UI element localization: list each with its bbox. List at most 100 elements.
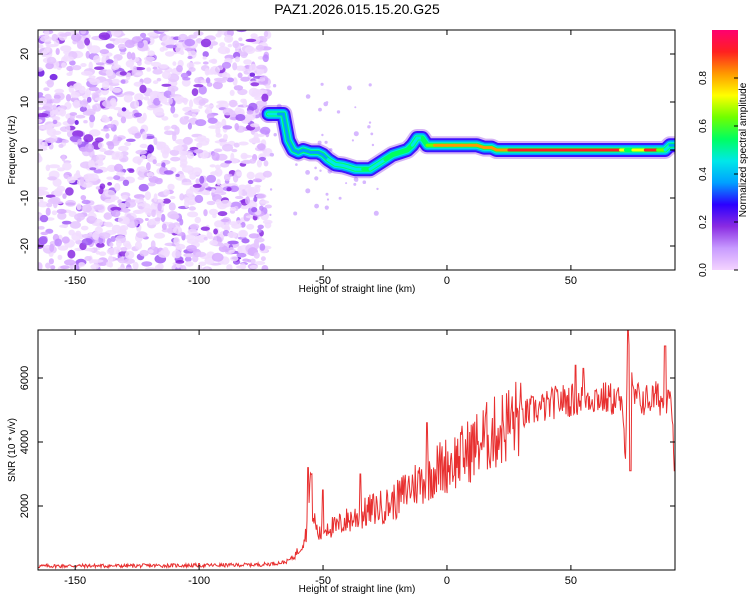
noise-blob <box>152 69 163 75</box>
noise-blob <box>187 55 193 60</box>
noise-blob <box>161 70 172 80</box>
noise-blob <box>227 43 233 48</box>
noise-blob <box>125 60 135 68</box>
noise-blob <box>198 85 207 95</box>
noise-blob <box>122 179 130 186</box>
noise-blob <box>166 39 178 44</box>
noise-blob <box>151 209 157 218</box>
noise-blob <box>65 94 72 102</box>
noise-blob <box>38 153 42 163</box>
noise-blob <box>225 222 230 230</box>
x-tick-label: -150 <box>64 275 86 287</box>
noise-blob <box>219 183 228 187</box>
x-tick-label: -100 <box>188 275 210 287</box>
noise-blob <box>256 159 262 168</box>
noise-blob <box>154 177 163 185</box>
noise-blob <box>151 61 162 67</box>
noise-blob <box>58 143 64 148</box>
noise-blob <box>186 62 195 69</box>
noise-blob <box>84 37 90 46</box>
noise-blob <box>111 156 118 160</box>
noise-blob <box>109 38 116 42</box>
noise-blob <box>221 61 232 69</box>
noise-blob <box>124 141 132 147</box>
noise-blob <box>188 99 194 108</box>
noise-blob <box>69 112 78 116</box>
noise-blob <box>66 176 76 184</box>
noise-blob <box>203 236 208 241</box>
noise-blob <box>314 166 317 170</box>
noise-blob <box>245 38 257 43</box>
noise-blob <box>121 194 129 200</box>
noise-blob <box>38 44 44 49</box>
noise-blob <box>272 84 277 88</box>
noise-blob <box>110 30 122 37</box>
noise-blob <box>251 207 258 213</box>
noise-blob <box>261 265 269 270</box>
noise-blob <box>214 168 223 177</box>
noise-blob <box>305 170 310 175</box>
noise-blob <box>127 127 139 134</box>
noise-blob <box>367 125 371 129</box>
noise-blob <box>170 81 178 86</box>
noise-blob <box>229 206 237 211</box>
x-tick-label: 50 <box>565 575 577 587</box>
noise-blob <box>92 55 101 63</box>
ridge-series <box>259 105 675 179</box>
noise-blob <box>75 170 81 177</box>
noise-blob <box>123 258 135 265</box>
noise-blob <box>236 171 242 177</box>
noise-blob <box>95 62 105 66</box>
noise-blob <box>249 140 261 144</box>
noise-blob <box>114 163 124 172</box>
noise-blob <box>107 141 115 150</box>
noise-blob <box>233 85 244 91</box>
noise-blob <box>202 61 209 65</box>
figure-title: PAZ1.2026.015.15.20.G25 <box>274 1 440 17</box>
noise-blob <box>134 241 143 250</box>
noise-blob <box>134 100 140 109</box>
x-tick-label: -100 <box>188 575 210 587</box>
noise-blob <box>172 61 177 66</box>
noise-blob <box>189 231 199 237</box>
noise-blob <box>188 67 196 72</box>
noise-blob <box>61 139 69 144</box>
noise-blob <box>119 225 129 231</box>
noise-blob <box>204 267 210 270</box>
noise-blob <box>215 133 222 138</box>
noise-blob <box>134 209 141 214</box>
noise-blob <box>175 173 180 177</box>
noise-blob <box>205 107 213 115</box>
x-tick-label: 50 <box>565 275 577 287</box>
noise-blob <box>62 56 74 62</box>
noise-blob <box>229 221 238 226</box>
noise-blob <box>171 250 182 259</box>
noise-blob <box>142 112 147 122</box>
noise-blob <box>50 265 56 270</box>
y-tick-label: 6000 <box>19 366 31 390</box>
noise-blob <box>128 111 134 115</box>
noise-blob <box>84 143 95 153</box>
noise-blob <box>126 51 132 60</box>
noise-blob <box>326 198 330 201</box>
noise-blob <box>197 239 205 243</box>
noise-blob <box>191 108 200 113</box>
noise-blob <box>317 140 322 145</box>
noise-blob <box>253 252 260 259</box>
noise-blob <box>193 84 204 88</box>
noise-blob <box>183 116 190 120</box>
noise-blob <box>305 94 311 99</box>
noise-blob <box>134 132 142 139</box>
noise-blob <box>88 61 93 70</box>
noise-blob <box>256 228 262 233</box>
noise-blob <box>38 262 43 270</box>
noise-blob <box>211 188 216 193</box>
noise-blob <box>138 205 143 210</box>
noise-blob <box>106 176 114 180</box>
noise-blob <box>117 43 126 50</box>
noise-blob <box>119 51 126 55</box>
noise-blob <box>222 143 234 152</box>
noise-blob <box>180 159 188 167</box>
noise-blob <box>255 44 265 51</box>
